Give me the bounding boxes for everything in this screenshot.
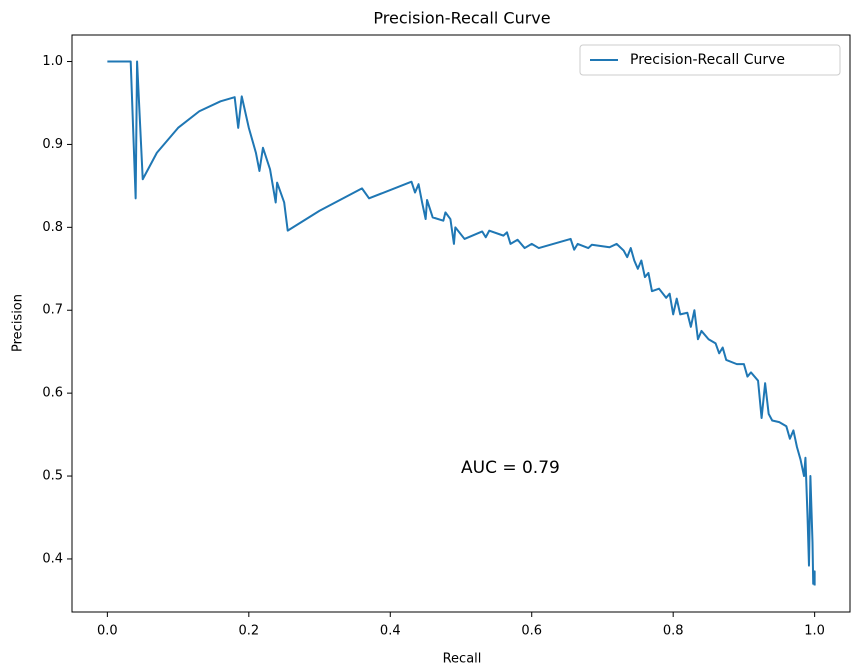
- chart-title: Precision-Recall Curve: [373, 9, 550, 28]
- x-axis-label: Recall: [443, 652, 482, 667]
- y-tick-label: 0.7: [42, 303, 63, 318]
- legend-box: [579, 44, 841, 76]
- y-tick-label: 1.0: [42, 54, 63, 69]
- annotation: AUC = 0.79: [461, 458, 560, 478]
- y-tick-label: 0.6: [42, 386, 63, 401]
- x-tick-label: 0.4: [380, 624, 401, 639]
- y-tick-label: 0.4: [42, 551, 63, 566]
- y-tick-label: 0.8: [42, 220, 63, 235]
- y-tick-label: 0.9: [42, 137, 63, 152]
- plot-frame: [71, 34, 851, 613]
- x-tick-label: 0.6: [521, 624, 542, 639]
- x-tick-label: 1.0: [804, 624, 825, 639]
- line: [107, 60, 816, 586]
- y-tick-label: 0.5: [42, 469, 63, 484]
- y-axis-label: Precision: [11, 294, 26, 352]
- x-tick-label: 0.8: [663, 624, 684, 639]
- x-tick-label: 0.0: [97, 624, 118, 639]
- legend-label: Precision-Recall Curve: [630, 52, 785, 68]
- x-tick-label: 0.2: [238, 624, 259, 639]
